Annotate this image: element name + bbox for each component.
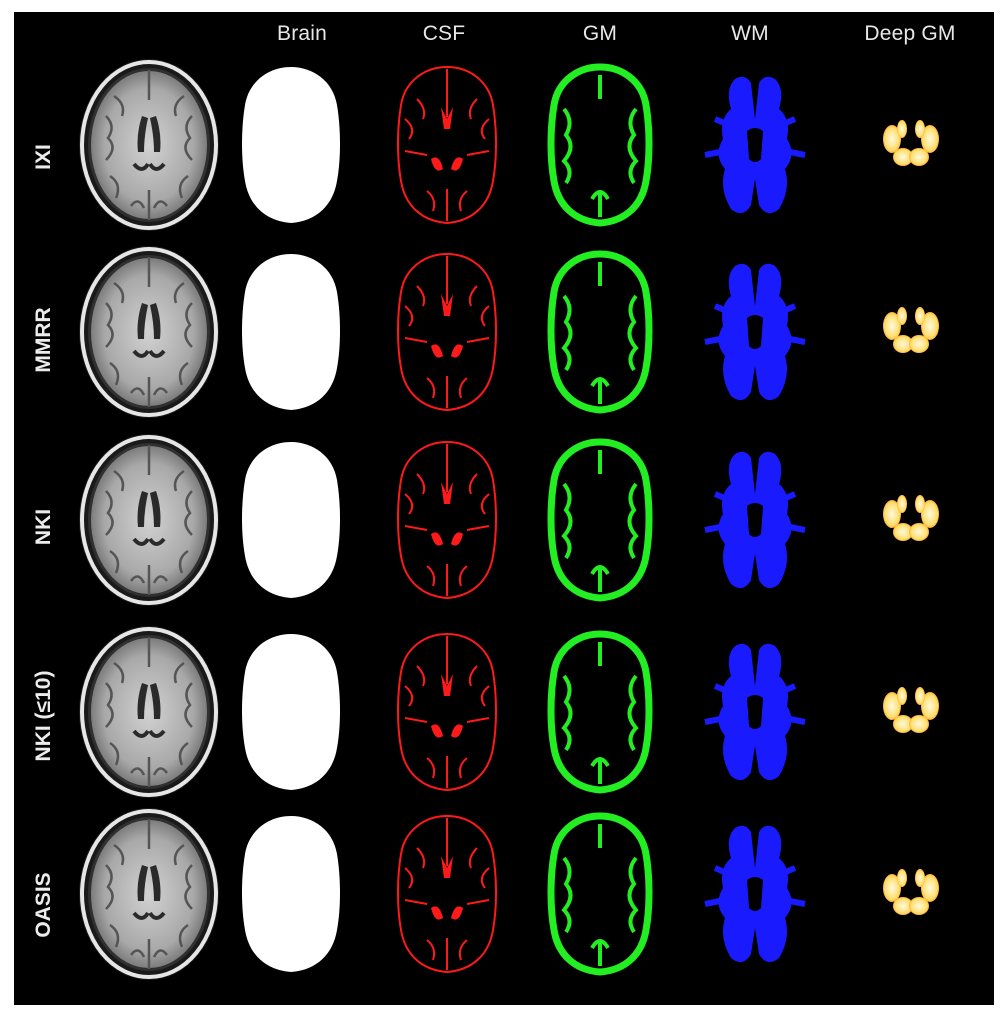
mri-slice-mmrr — [79, 246, 219, 418]
wm-map-nki — [704, 451, 806, 589]
column-label-gm: GM — [582, 22, 618, 45]
wm-map-mmrr — [704, 263, 806, 401]
wm-map-oasis — [704, 825, 806, 963]
mri-slice-oasis — [79, 808, 219, 980]
row-label-nki: NKI — [32, 508, 55, 546]
brain-mask-ixi — [242, 67, 340, 223]
deep-gm-map-ixi — [883, 120, 939, 166]
wm-map-nki-10 — [704, 643, 806, 781]
row-label-mmrr: MMRR — [32, 307, 55, 373]
gm-map-ixi — [547, 63, 653, 227]
column-label-deep-gm: Deep GM — [864, 22, 956, 45]
row-label-oasis: OASIS — [32, 872, 55, 938]
gm-map-oasis — [547, 812, 653, 976]
row-label-nki-10: NKI (≤10) — [32, 670, 55, 762]
gm-map-nki-10 — [547, 630, 653, 794]
mri-slice-nki-10 — [79, 626, 219, 798]
csf-map-oasis — [397, 814, 497, 974]
deep-gm-map-oasis — [883, 869, 939, 915]
segmentation-figure: Brain CSF GM WM Deep GM IXI MMRR NKI NKI… — [14, 12, 994, 1005]
gm-map-mmrr — [547, 250, 653, 414]
row-label-ixi: IXI — [32, 144, 55, 170]
deep-gm-map-nki — [883, 495, 939, 541]
gm-map-nki — [547, 438, 653, 602]
mri-slice-nki — [79, 434, 219, 606]
mri-slice-ixi — [79, 59, 219, 231]
brain-mask-mmrr — [242, 254, 340, 410]
csf-map-mmrr — [397, 252, 497, 412]
deep-gm-map-nki-10 — [883, 687, 939, 733]
brain-mask-nki — [242, 442, 340, 598]
column-label-wm: WM — [731, 22, 769, 45]
column-label-csf: CSF — [422, 22, 466, 45]
brain-mask-nki-10 — [242, 634, 340, 790]
brain-mask-oasis — [242, 816, 340, 972]
column-label-brain: Brain — [276, 22, 328, 45]
csf-map-nki — [397, 440, 497, 600]
csf-map-nki-10 — [397, 632, 497, 792]
wm-map-ixi — [704, 76, 806, 214]
csf-map-ixi — [397, 65, 497, 225]
deep-gm-map-mmrr — [883, 307, 939, 353]
